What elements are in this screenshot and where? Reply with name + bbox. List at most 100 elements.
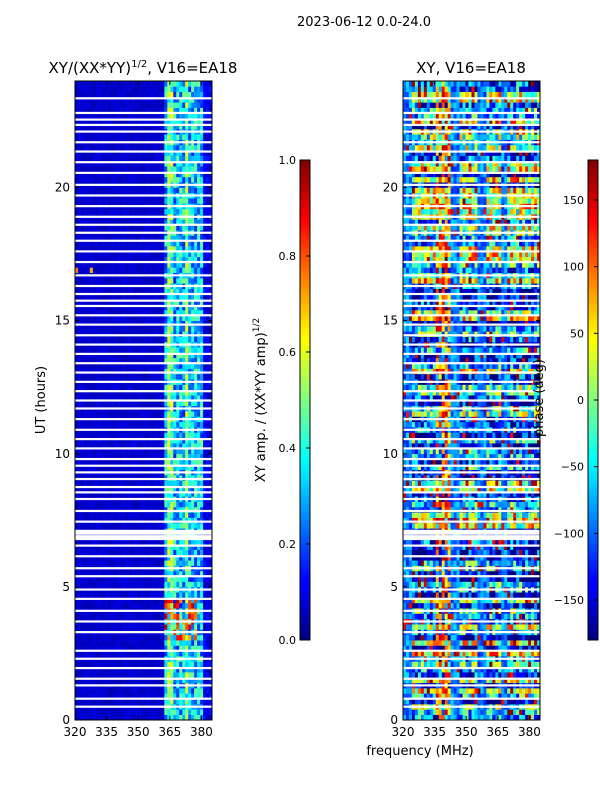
heatmap-cell: [149, 485, 153, 492]
heatmap-cell: [95, 560, 100, 566]
heatmap-cell: [149, 347, 153, 353]
heatmap-cell: [75, 224, 79, 231]
heatmap-cell: [116, 698, 120, 705]
heatmap-cell: [122, 475, 126, 481]
heatmap-cell: [83, 549, 88, 556]
heatmap-cell: [188, 363, 192, 369]
heatmap-cell: [146, 645, 150, 652]
heatmap-cell: [83, 176, 88, 183]
heatmap-cell: [137, 288, 141, 295]
heatmap-cell: [131, 672, 135, 678]
heatmap-cell: [194, 650, 198, 657]
heatmap-cell: [75, 714, 79, 720]
heatmap-cell: [194, 554, 198, 561]
heatmap-cell: [80, 294, 85, 300]
heatmap-cell: [77, 187, 82, 194]
heatmap-cell: [77, 288, 82, 295]
heatmap-cell: [206, 597, 210, 604]
heatmap-cell: [101, 155, 106, 162]
heatmap-cell: [173, 240, 177, 247]
heatmap-cell: [179, 208, 183, 215]
heatmap-cell: [200, 160, 204, 167]
heatmap-cell: [80, 160, 85, 167]
heatmap-cell: [194, 432, 198, 439]
heatmap-cell: [110, 688, 115, 694]
heatmap-cell: [191, 714, 195, 720]
heatmap-cell: [206, 208, 210, 215]
heatmap-cell: [134, 352, 138, 359]
heatmap-cell: [134, 581, 138, 588]
heatmap-cell: [95, 549, 100, 556]
heatmap-cell: [176, 411, 180, 417]
heatmap-cell: [140, 235, 144, 242]
heatmap-cell: [143, 538, 147, 545]
heatmap-cell: [179, 171, 183, 178]
heatmap-cell: [146, 155, 150, 162]
heatmap-cell: [107, 421, 112, 428]
heatmap-cell: [131, 400, 135, 407]
heatmap-cell: [206, 166, 210, 172]
heatmap-cell: [101, 661, 106, 668]
heatmap-cell: [188, 640, 192, 646]
heatmap-cell: [209, 645, 212, 652]
heatmap-cell: [125, 645, 129, 652]
heatmap-cell: [134, 661, 138, 668]
heatmap-cell: [173, 688, 177, 694]
heatmap-cell: [155, 400, 159, 407]
heatmap-cell: [83, 166, 88, 172]
heatmap-cell: [119, 645, 123, 652]
heatmap-cell: [95, 166, 100, 172]
heatmap-cell: [146, 176, 150, 183]
heatmap-cell: [134, 160, 138, 167]
heatmap-cell: [137, 352, 141, 359]
heatmap-cell: [119, 576, 123, 582]
heatmap-cell: [98, 560, 103, 566]
heatmap-cell: [131, 363, 135, 369]
heatmap-cell: [170, 187, 174, 194]
heatmap-cell: [101, 592, 106, 598]
heatmap-cell: [209, 368, 212, 375]
heatmap-cell: [134, 240, 138, 247]
heatmap-cell: [203, 661, 207, 668]
heatmap-cell: [188, 437, 192, 444]
heatmap-cell: [167, 666, 171, 673]
heatmap-cell: [110, 634, 115, 641]
heatmap-cell: [185, 554, 189, 561]
heatmap-cell: [113, 597, 117, 604]
heatmap-cell: [134, 597, 138, 604]
heatmap-cell: [194, 485, 198, 492]
heatmap-cell: [107, 384, 112, 391]
heatmap-cell: [179, 661, 183, 668]
heatmap-cell: [188, 421, 192, 428]
heatmap-cell: [125, 634, 129, 641]
heatmap-cell: [152, 512, 156, 518]
heatmap-cell: [137, 634, 141, 641]
heatmap-cell: [119, 592, 123, 598]
heatmap-cell: [206, 698, 210, 705]
heatmap-cell: [92, 347, 97, 353]
heatmap-cell: [155, 698, 159, 705]
heatmap-cell: [119, 198, 123, 204]
heatmap-cell: [125, 597, 129, 604]
heatmap-cell: [86, 485, 91, 492]
heatmap-cell: [158, 171, 162, 178]
heatmap-cell: [170, 315, 174, 321]
heatmap-cell: [75, 522, 79, 529]
heatmap-cell: [206, 262, 210, 268]
heatmap-cell: [83, 570, 88, 577]
heatmap-cell: [179, 714, 183, 720]
heatmap-cell: [155, 560, 159, 566]
heatmap-cell: [140, 352, 144, 359]
heatmap-cell: [110, 336, 115, 343]
heatmap-cell: [149, 645, 153, 652]
heatmap-cell: [152, 384, 156, 391]
heatmap-cell: [137, 363, 141, 369]
heatmap-cell: [158, 198, 162, 204]
heatmap-cell: [143, 368, 147, 375]
heatmap-cell: [155, 613, 159, 620]
heatmap-cell: [155, 437, 159, 444]
heatmap-cell: [161, 304, 165, 311]
heatmap-cell: [89, 240, 94, 247]
heatmap-cell: [75, 331, 79, 337]
heatmap-cell: [134, 491, 138, 497]
